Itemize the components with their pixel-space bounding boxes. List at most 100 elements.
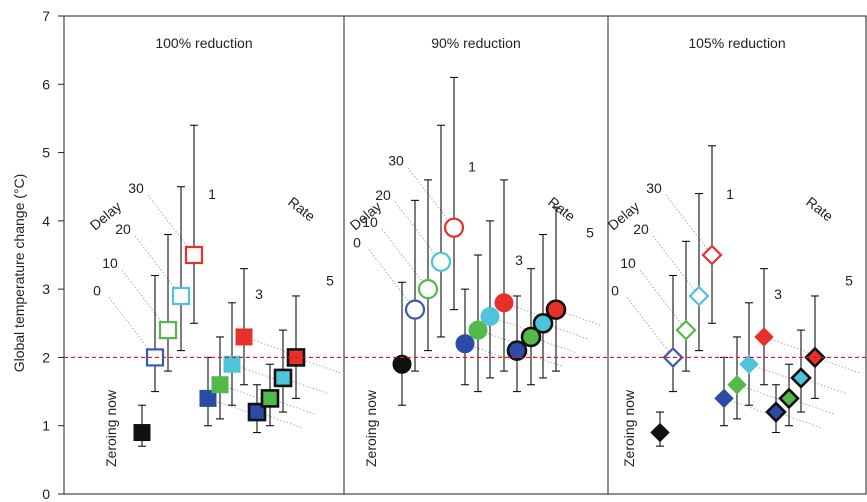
rate-group-label: Rate bbox=[285, 194, 318, 225]
data-point bbox=[739, 354, 759, 374]
error-bar bbox=[240, 268, 248, 386]
leader-line bbox=[639, 269, 687, 331]
data-point bbox=[223, 355, 241, 373]
rate-value-label: 1 bbox=[726, 186, 734, 202]
data-point bbox=[688, 285, 710, 307]
error-bar bbox=[164, 233, 172, 372]
error-bar bbox=[411, 199, 419, 372]
data-point bbox=[273, 368, 293, 388]
leader-line bbox=[394, 201, 442, 263]
error-bar bbox=[745, 302, 753, 406]
y-tick-label: 0 bbox=[42, 486, 50, 502]
data-point bbox=[727, 375, 747, 395]
error-bar bbox=[708, 145, 716, 324]
plot-border bbox=[63, 15, 867, 495]
y-tick-label: 5 bbox=[42, 145, 50, 161]
data-point bbox=[701, 244, 723, 266]
data-point bbox=[158, 321, 178, 340]
leader-line bbox=[121, 269, 169, 331]
error-bar bbox=[177, 186, 185, 352]
leader-line bbox=[134, 235, 182, 297]
data-point bbox=[443, 217, 465, 238]
delay-value-label: 20 bbox=[375, 187, 391, 203]
delay-value-label: 10 bbox=[102, 255, 118, 271]
rate-value-label: 3 bbox=[515, 252, 523, 268]
plot-frame bbox=[63, 15, 867, 495]
delay-value-label: 0 bbox=[93, 282, 101, 298]
error-bar bbox=[682, 240, 690, 372]
data-point bbox=[404, 299, 426, 320]
error-bar bbox=[398, 281, 406, 406]
leader-line bbox=[652, 235, 700, 297]
delay-value-label: 20 bbox=[115, 221, 131, 237]
data-point bbox=[133, 424, 151, 442]
rate-group-label: Rate bbox=[545, 194, 578, 225]
data-point bbox=[455, 334, 475, 354]
delay-value-label: 0 bbox=[353, 235, 361, 251]
error-bar bbox=[151, 274, 159, 393]
y-tick-label: 1 bbox=[42, 418, 50, 434]
panel-title: 105% reduction bbox=[688, 35, 785, 51]
delay-value-label: 0 bbox=[611, 282, 619, 298]
data-point bbox=[545, 299, 567, 320]
leader-line bbox=[665, 194, 713, 256]
data-point bbox=[765, 401, 787, 423]
error-bar bbox=[486, 220, 494, 379]
data-point bbox=[520, 326, 542, 348]
data-point bbox=[417, 279, 439, 300]
zeroing-now-label: Zeroing now bbox=[103, 389, 119, 467]
data-point bbox=[506, 340, 528, 361]
data-point bbox=[260, 389, 280, 408]
error-bar bbox=[437, 124, 445, 338]
rate-value-label: 5 bbox=[845, 272, 853, 288]
data-point bbox=[392, 354, 412, 374]
error-bar bbox=[552, 206, 560, 372]
rate-group-label: Rate bbox=[803, 194, 836, 225]
error-bar bbox=[500, 179, 508, 372]
data-point bbox=[247, 402, 267, 422]
leader-line bbox=[147, 194, 195, 256]
data-point bbox=[532, 312, 554, 334]
y-tick-label: 2 bbox=[42, 349, 50, 365]
leader-line bbox=[763, 336, 811, 354]
data-point bbox=[675, 319, 697, 341]
leader-line bbox=[626, 297, 674, 358]
error-bar bbox=[190, 124, 198, 324]
error-bar bbox=[292, 295, 300, 399]
rate-value-label: 5 bbox=[326, 272, 334, 288]
error-bar bbox=[228, 302, 236, 406]
leader-line bbox=[736, 384, 784, 402]
y-tick-label: 4 bbox=[42, 213, 50, 229]
data-point bbox=[211, 376, 229, 394]
data-point bbox=[199, 389, 217, 407]
leader-line bbox=[368, 249, 416, 310]
data-point bbox=[494, 293, 514, 313]
data-point bbox=[714, 388, 734, 409]
leader-line bbox=[407, 167, 455, 228]
y-axis: 0 1 2 3 4 5 6 7 bbox=[42, 8, 64, 502]
error-bar bbox=[424, 179, 432, 352]
leader-line bbox=[381, 228, 429, 290]
panel-title: 100% reduction bbox=[155, 35, 252, 51]
data-point bbox=[235, 328, 253, 346]
rate-value-label: 5 bbox=[586, 225, 594, 241]
data-point bbox=[650, 422, 670, 443]
error-bar bbox=[539, 233, 547, 379]
leader-line bbox=[108, 297, 156, 358]
rate-value-label: 1 bbox=[468, 159, 476, 175]
data-point bbox=[430, 251, 452, 272]
data-point bbox=[480, 306, 500, 326]
rate-value-label: 1 bbox=[208, 186, 216, 202]
data-point bbox=[790, 367, 812, 389]
y-axis-label: Global temperature change (°C) bbox=[11, 174, 27, 373]
leader-line bbox=[748, 363, 796, 381]
error-bar bbox=[760, 268, 768, 386]
data-point bbox=[778, 387, 800, 410]
error-bar bbox=[695, 192, 703, 352]
zeroing-now-label: Zeroing now bbox=[363, 389, 379, 467]
error-bar bbox=[450, 76, 458, 311]
